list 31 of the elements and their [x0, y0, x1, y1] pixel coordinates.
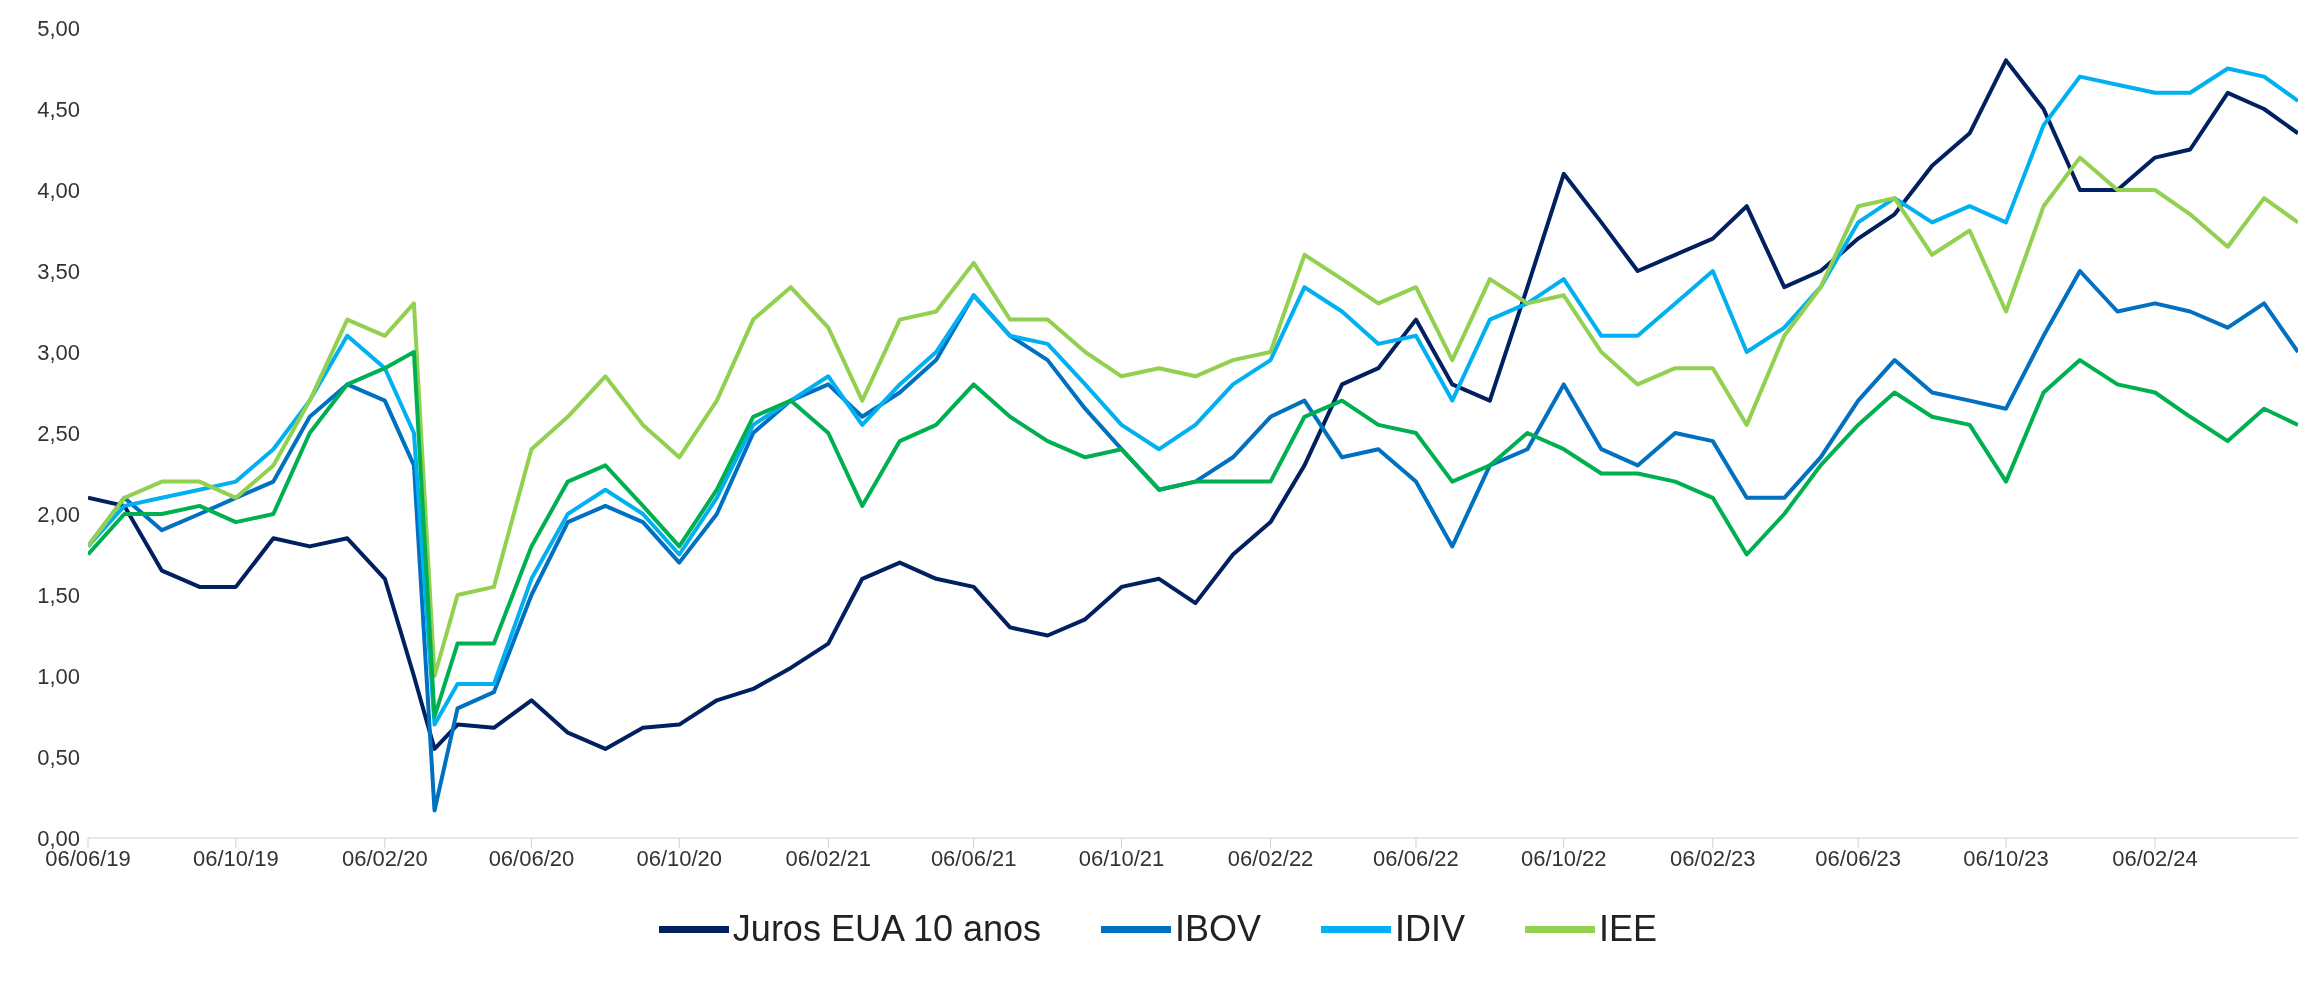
legend-label: Juros EUA 10 anos [732, 908, 1042, 950]
y-tick-label: 5,00 [37, 15, 80, 41]
y-tick-label: 1,50 [37, 582, 80, 608]
y-tick-label: 2,00 [37, 501, 80, 527]
line-series [88, 350, 2298, 719]
x-tick-label: 06/06/20 [488, 845, 575, 871]
x-tick-label: 06/06/21 [930, 845, 1017, 871]
x-tick-label: 06/06/23 [1815, 845, 1901, 871]
y-tick-label: 3,50 [37, 258, 80, 284]
y-tick-label: 2,50 [37, 420, 80, 446]
legend-label: IDIV [1395, 908, 1466, 950]
x-tick-label: 06/02/24 [2112, 845, 2198, 871]
x-tick-label: 06/10/21 [1078, 845, 1165, 871]
y-tick-label: 4,50 [37, 96, 80, 122]
line-series [88, 155, 2298, 678]
legend-label: IBOV [1175, 908, 1262, 950]
y-tick-label: 1,00 [37, 663, 80, 689]
x-tick-label: 06/02/22 [1227, 845, 1314, 871]
x-tick-label: 06/02/21 [785, 845, 872, 871]
x-tick-label: 06/02/23 [1669, 845, 1756, 871]
x-tick-label: 06/10/19 [193, 845, 279, 871]
x-tick-label: 06/02/20 [342, 845, 428, 871]
x-tick-label: 06/10/20 [636, 845, 723, 871]
x-tick-label: 06/10/23 [1963, 845, 2049, 871]
x-tick-label: 06/06/22 [1373, 845, 1459, 871]
legend-label: IEE [1599, 908, 1658, 950]
y-tick-label: 0,50 [37, 744, 80, 770]
y-tick-label: 0,00 [37, 825, 80, 851]
x-tick-label: 06/10/22 [1520, 845, 1607, 871]
y-tick-label: 4,00 [37, 177, 80, 203]
y-tick-label: 3,00 [37, 339, 80, 365]
